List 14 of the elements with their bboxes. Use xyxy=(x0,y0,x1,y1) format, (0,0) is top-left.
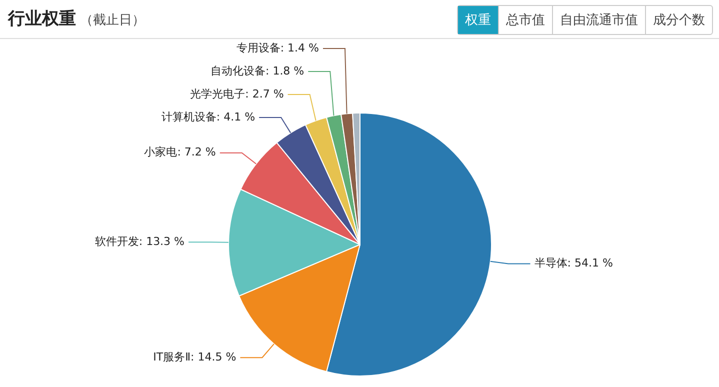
slice-label: 半导体: 54.1 % xyxy=(534,256,613,270)
slice-label: 自动化设备: 1.8 % xyxy=(210,64,304,78)
text: 自由流通市值 xyxy=(552,6,645,34)
slice-label: 专用设备: 1.4 % xyxy=(236,41,319,54)
slice-label: 计算机设备: 4.1 % xyxy=(161,110,256,124)
slice-label: 软件开发: 13.3 % xyxy=(94,235,185,248)
slice-label: 小家电: 7.2 % xyxy=(144,146,216,159)
text: 权重 xyxy=(458,6,498,34)
slice-label: IT服务Ⅱ: 14.5 % xyxy=(153,350,236,364)
text: 成分个数 xyxy=(645,6,712,34)
slice-label: 光学光电子: 2.7 % xyxy=(190,87,284,100)
chart-title: 行业权重 xyxy=(8,9,76,29)
text: 总市值 xyxy=(498,6,552,34)
chart-subtitle: （截止日） xyxy=(80,13,145,28)
